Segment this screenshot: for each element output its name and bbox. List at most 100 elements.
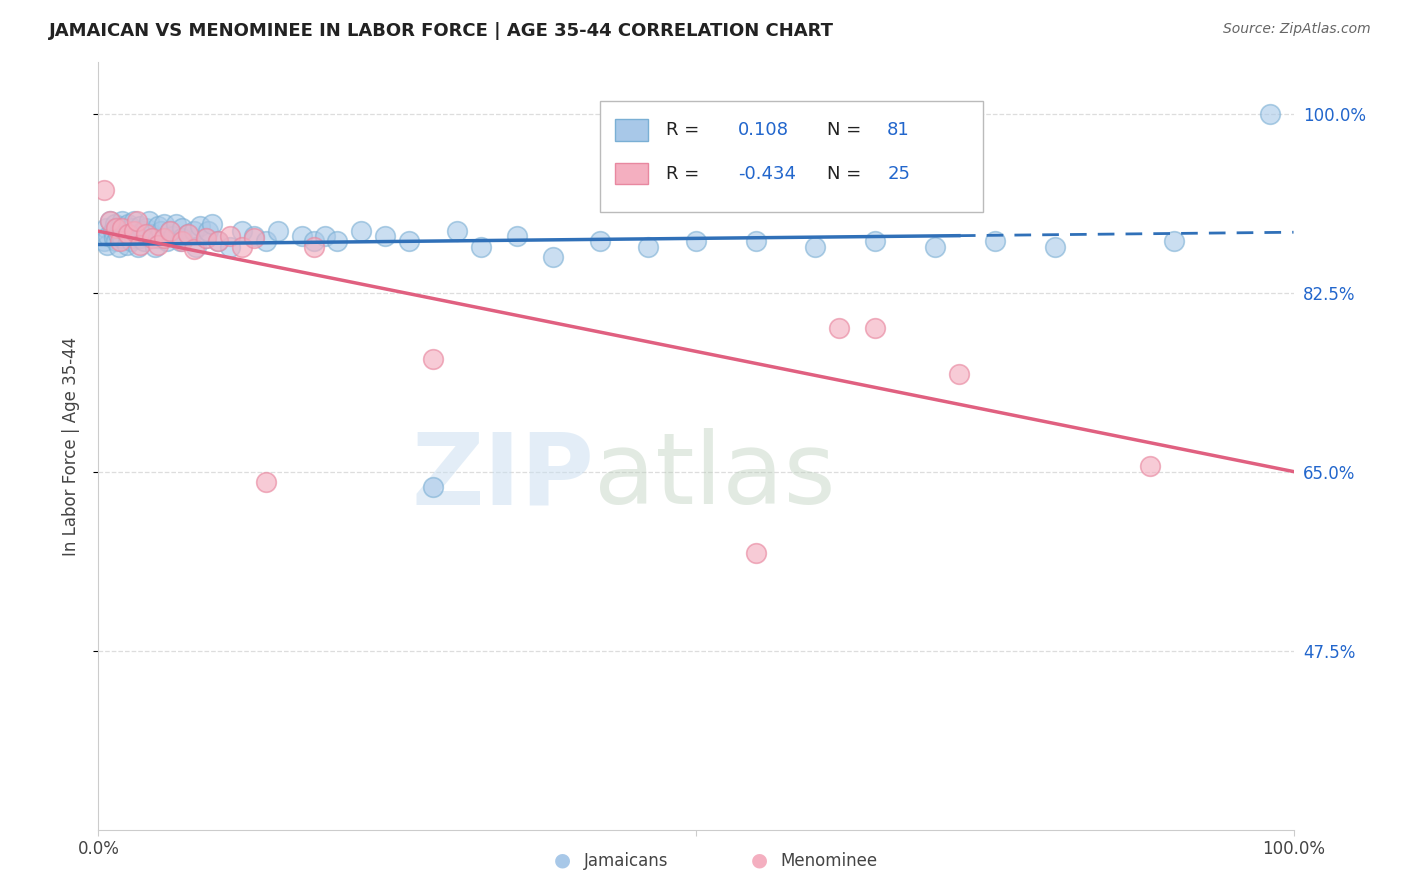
Point [148, 231, 170, 245]
Point [589, 235, 612, 249]
Point [637, 239, 659, 253]
Point [124, 224, 146, 238]
Point [114, 224, 136, 238]
Point [107, 227, 129, 242]
Text: N =: N = [827, 121, 868, 139]
Point [422, 352, 444, 367]
Point [129, 231, 152, 245]
Point [153, 217, 176, 231]
Point [219, 239, 242, 253]
Point [398, 235, 420, 249]
Text: R =: R = [666, 121, 704, 139]
Point [197, 224, 219, 238]
Point [183, 224, 205, 238]
Point [207, 235, 229, 249]
Point [111, 221, 134, 235]
Point [129, 219, 152, 233]
Point [135, 221, 157, 235]
Point [172, 221, 194, 235]
Text: ●: ● [554, 851, 571, 870]
Point [96, 237, 118, 252]
Point [117, 229, 139, 244]
Text: 81: 81 [887, 121, 910, 139]
Point [315, 229, 337, 244]
Point [115, 237, 138, 252]
Point [243, 229, 266, 244]
Point [162, 229, 184, 244]
Point [101, 224, 124, 238]
Point [685, 235, 707, 249]
Point [105, 221, 128, 235]
Point [141, 231, 163, 245]
Point [470, 239, 492, 253]
Point [924, 239, 946, 253]
Point [1258, 106, 1281, 120]
Point [155, 235, 177, 249]
Point [231, 239, 253, 253]
Point [195, 231, 218, 245]
Point [111, 214, 134, 228]
Text: Jamaicans: Jamaicans [583, 852, 668, 870]
Point [131, 224, 153, 238]
Point [267, 224, 290, 238]
Point [141, 227, 163, 242]
Point [865, 235, 887, 249]
Point [138, 214, 160, 228]
Point [107, 239, 129, 253]
Point [148, 219, 170, 233]
Point [828, 321, 851, 335]
Point [121, 221, 143, 235]
Point [117, 227, 139, 242]
Point [124, 214, 146, 228]
Point [104, 217, 127, 231]
Point [159, 224, 181, 238]
Point [129, 237, 152, 252]
Text: R =: R = [666, 165, 704, 183]
Point [172, 235, 194, 249]
Point [183, 242, 205, 256]
Bar [614, 120, 648, 141]
Text: -0.434: -0.434 [738, 165, 796, 183]
Text: ●: ● [751, 851, 768, 870]
Point [201, 217, 224, 231]
Point [186, 239, 208, 253]
Point [422, 480, 444, 494]
Point [105, 235, 128, 249]
Point [865, 321, 887, 335]
Point [117, 217, 139, 231]
Point [108, 219, 131, 233]
Point [98, 214, 122, 228]
Point [125, 214, 148, 228]
Point [302, 239, 325, 253]
Point [105, 221, 128, 235]
Point [1043, 239, 1066, 253]
Point [149, 224, 172, 238]
Point [188, 219, 211, 233]
Point [103, 231, 125, 245]
Point [506, 229, 529, 244]
Point [159, 224, 181, 238]
Text: Source: ZipAtlas.com: Source: ZipAtlas.com [1223, 22, 1371, 37]
Point [165, 217, 187, 231]
Point [98, 214, 122, 228]
Point [254, 235, 277, 249]
Point [143, 239, 166, 253]
Bar [614, 163, 648, 185]
Point [302, 235, 325, 249]
Y-axis label: In Labor Force | Age 35-44: In Labor Force | Age 35-44 [62, 336, 80, 556]
Point [148, 237, 170, 252]
Point [984, 235, 1007, 249]
Point [207, 235, 229, 249]
Point [231, 224, 253, 238]
Text: JAMAICAN VS MENOMINEE IN LABOR FORCE | AGE 35-44 CORRELATION CHART: JAMAICAN VS MENOMINEE IN LABOR FORCE | A… [49, 22, 834, 40]
Point [804, 239, 827, 253]
Point [254, 475, 277, 489]
Point [177, 227, 200, 242]
Text: Menominee: Menominee [780, 852, 877, 870]
Point [135, 229, 157, 244]
Point [97, 229, 120, 244]
Point [108, 235, 131, 249]
Point [745, 546, 768, 560]
Point [219, 229, 242, 244]
Point [195, 231, 218, 245]
